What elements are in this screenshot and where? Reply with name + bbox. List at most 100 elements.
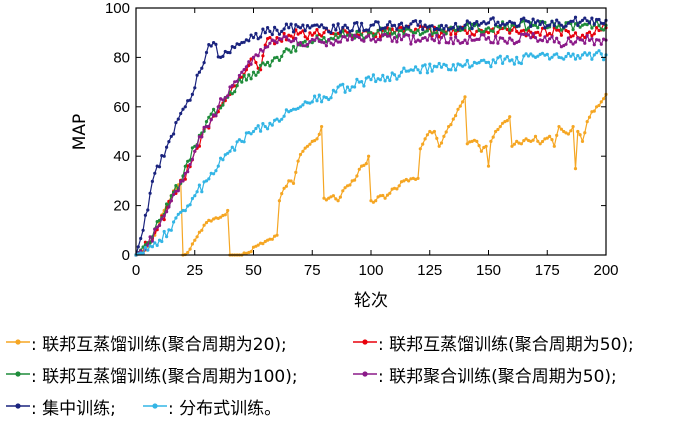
data-point (256, 124, 260, 128)
data-point (338, 40, 342, 44)
data-point (230, 84, 234, 88)
data-point (465, 142, 469, 146)
data-point (571, 19, 575, 23)
data-point (564, 54, 568, 59)
data-point (139, 251, 143, 255)
data-point (557, 41, 561, 45)
data-point (334, 197, 338, 201)
data-point (545, 136, 549, 140)
data-point (270, 59, 274, 63)
data-point (324, 26, 328, 30)
data-point (249, 132, 253, 136)
data-point (277, 58, 281, 63)
data-point (282, 31, 286, 36)
data-point (291, 107, 296, 111)
x-tick-label: 175 (535, 262, 560, 279)
data-point (343, 23, 347, 27)
data-point (564, 131, 568, 135)
data-point (329, 41, 333, 45)
data-point (331, 194, 335, 198)
data-point (508, 36, 512, 40)
data-point (193, 86, 197, 90)
data-point (583, 41, 587, 45)
data-point (266, 45, 270, 49)
data-point (341, 25, 345, 30)
data-point (494, 129, 498, 134)
data-point (374, 199, 378, 203)
data-point (266, 127, 270, 131)
data-point (355, 34, 359, 39)
data-point (388, 191, 392, 195)
data-point (374, 32, 378, 36)
data-point (437, 144, 441, 148)
data-point (371, 200, 375, 204)
data-point (533, 36, 538, 40)
data-point (573, 40, 578, 44)
data-point (284, 35, 288, 39)
data-point (472, 60, 476, 64)
data-point (305, 24, 310, 28)
data-point (449, 123, 453, 127)
data-point (367, 75, 371, 79)
data-point (183, 177, 187, 181)
data-point (336, 85, 340, 89)
data-point (190, 242, 194, 246)
data-point (148, 241, 152, 245)
y-tick-label: 80 (113, 49, 130, 66)
data-point (315, 23, 319, 27)
data-point (548, 31, 552, 36)
data-point (479, 21, 483, 25)
data-point (167, 228, 171, 232)
data-point (573, 167, 578, 171)
data-point (329, 96, 333, 100)
data-point (270, 237, 274, 241)
data-point (529, 52, 533, 56)
data-point (578, 133, 582, 137)
data-point (501, 121, 505, 125)
data-point (472, 138, 476, 142)
data-point (531, 31, 535, 36)
data-point (409, 22, 413, 26)
data-point (519, 142, 524, 146)
data-point (146, 248, 150, 252)
data-point (458, 25, 462, 29)
data-point (275, 41, 279, 45)
data-point (456, 28, 460, 32)
data-point (284, 22, 288, 26)
data-point (160, 239, 164, 244)
data-point (204, 50, 209, 55)
data-point (280, 117, 284, 121)
data-point (190, 157, 194, 161)
data-point (491, 41, 495, 45)
data-point (169, 199, 173, 203)
data-point (230, 145, 234, 149)
data-point (383, 79, 387, 83)
data-point (489, 65, 493, 69)
data-point (338, 30, 342, 34)
data-point (526, 54, 531, 58)
data-point (385, 23, 390, 27)
data-point (197, 230, 201, 234)
data-point (399, 26, 404, 30)
data-point (566, 51, 571, 56)
data-point (289, 108, 293, 113)
data-point (583, 51, 587, 55)
data-point (517, 141, 521, 145)
data-point (334, 32, 338, 36)
data-point (296, 43, 300, 47)
data-point (590, 26, 594, 30)
data-point (418, 71, 422, 75)
data-point (421, 27, 425, 32)
data-point (585, 19, 589, 23)
data-point (486, 31, 491, 35)
data-point (308, 26, 312, 30)
data-point (383, 26, 387, 30)
data-point (188, 203, 192, 207)
data-point (322, 36, 326, 40)
data-point (552, 40, 556, 44)
data-point (468, 21, 472, 25)
legend: : 联邦互蒸馏训练(聚合周期为20); : 联邦互蒸馏训练(聚合周期为50); … (0, 326, 700, 423)
data-point (475, 37, 479, 42)
data-point (477, 23, 481, 27)
data-point (350, 38, 354, 42)
